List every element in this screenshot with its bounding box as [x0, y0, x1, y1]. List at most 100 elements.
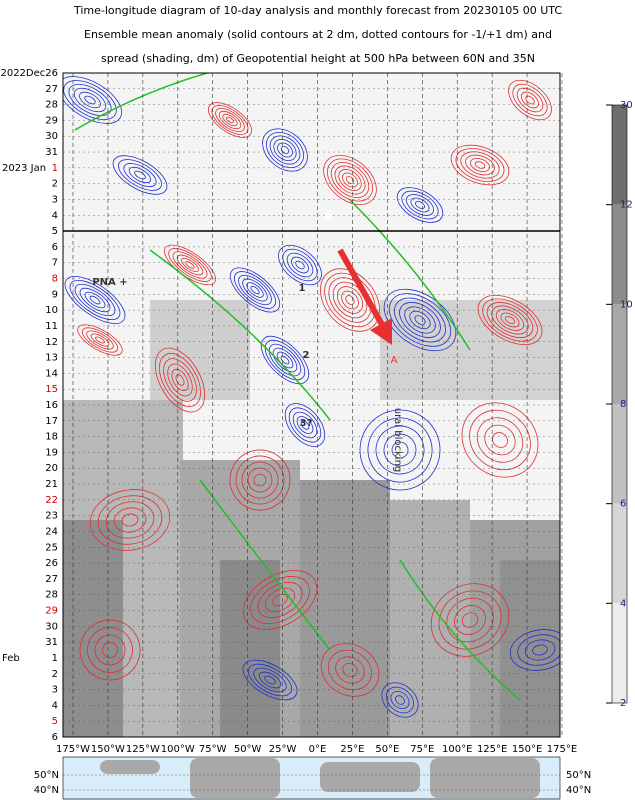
contour	[286, 252, 314, 278]
contour	[89, 295, 101, 305]
map-frame	[62, 756, 561, 800]
contour	[242, 278, 268, 302]
contour	[438, 590, 502, 650]
contour	[277, 142, 293, 158]
y-tick-label: 2022Dec26	[0, 68, 58, 79]
x-tick-label: 75°E	[410, 744, 434, 755]
contour	[500, 312, 520, 328]
land	[320, 762, 420, 792]
contour	[280, 146, 290, 154]
contour	[477, 294, 543, 346]
y-tick-label: 1	[52, 653, 58, 664]
colorbar-label: 4	[620, 598, 626, 609]
annotation: A	[391, 355, 398, 366]
x-tick-label: 150°W	[91, 744, 125, 755]
contour	[465, 154, 495, 176]
contour	[87, 627, 133, 673]
colorbar-label: 12	[620, 200, 633, 211]
plot-frame	[62, 72, 561, 738]
contour	[330, 162, 370, 198]
contour	[86, 330, 114, 350]
colorbar-label: 8	[620, 399, 626, 410]
contour	[280, 355, 290, 365]
contour	[258, 671, 282, 689]
contour	[94, 634, 126, 666]
y-tick-label: 21	[45, 479, 58, 490]
contour	[250, 285, 260, 295]
contour	[341, 290, 359, 310]
contour	[79, 91, 101, 109]
y-tick-label: 4	[52, 700, 58, 711]
contour	[491, 432, 509, 448]
contour	[405, 194, 435, 216]
contour	[323, 154, 377, 206]
spread-shading	[63, 520, 123, 737]
contour	[278, 244, 322, 286]
contour	[414, 315, 426, 325]
x-tick-label: 0°E	[309, 744, 327, 755]
contour	[394, 297, 446, 343]
x-tick-label: 50°E	[375, 744, 399, 755]
contour	[524, 639, 556, 661]
contour	[454, 605, 486, 635]
contour	[486, 302, 534, 338]
land	[430, 758, 540, 798]
colorbar-label: 6	[620, 499, 626, 510]
colorbar-segment	[612, 204, 627, 305]
y-tick-label: 3	[52, 685, 58, 696]
y-tick-label: 22	[45, 495, 58, 506]
contour	[272, 347, 298, 373]
contour	[64, 276, 126, 324]
x-tick-label: 75°W	[199, 744, 227, 755]
y-tick-label: 6	[52, 732, 58, 743]
contour	[134, 170, 146, 180]
contour	[491, 305, 529, 335]
contour	[469, 158, 491, 172]
contour	[225, 116, 235, 124]
contour	[334, 165, 366, 195]
y-tick-label: 26	[45, 558, 58, 569]
contour	[84, 95, 96, 105]
contour	[327, 649, 373, 691]
y-tick-label: 28	[45, 590, 58, 601]
colorbar-segment	[612, 404, 627, 504]
contour	[404, 306, 436, 334]
y-tick-label: 28	[45, 100, 58, 111]
contour	[388, 293, 452, 347]
contour	[167, 363, 193, 397]
contour	[241, 461, 279, 499]
contour	[430, 583, 510, 657]
y-tick-label: 2	[52, 179, 58, 190]
contour	[264, 587, 296, 613]
contour	[386, 686, 414, 714]
contour	[118, 159, 162, 191]
colorbar-segment	[612, 603, 627, 703]
contour	[410, 197, 430, 213]
y-tick-label: 3	[52, 194, 58, 205]
title-line: Time-longitude diagram of 10-day analysi…	[73, 4, 562, 17]
x-tick-label: 100°E	[442, 744, 472, 755]
y-tick-label: 31	[45, 147, 58, 158]
contour	[264, 675, 276, 685]
contour	[469, 409, 531, 471]
zero-contour	[149, 249, 331, 421]
contour	[484, 424, 516, 456]
spread-shading	[390, 500, 470, 737]
contour	[375, 425, 425, 475]
contour	[229, 267, 281, 313]
contour	[509, 629, 560, 671]
contour	[102, 642, 118, 658]
y-tick-label: 27	[45, 574, 58, 585]
contour	[521, 91, 539, 109]
y-tick-label: 14	[45, 368, 58, 379]
contour	[345, 295, 355, 305]
annotation: ural blocking	[392, 408, 403, 473]
contour	[81, 327, 119, 353]
arrow-head	[370, 318, 392, 345]
y-tick-label: 7	[52, 258, 58, 269]
contour	[175, 374, 185, 386]
contour	[461, 402, 539, 478]
contour	[181, 257, 199, 273]
contour	[450, 144, 510, 186]
contour	[246, 282, 264, 298]
